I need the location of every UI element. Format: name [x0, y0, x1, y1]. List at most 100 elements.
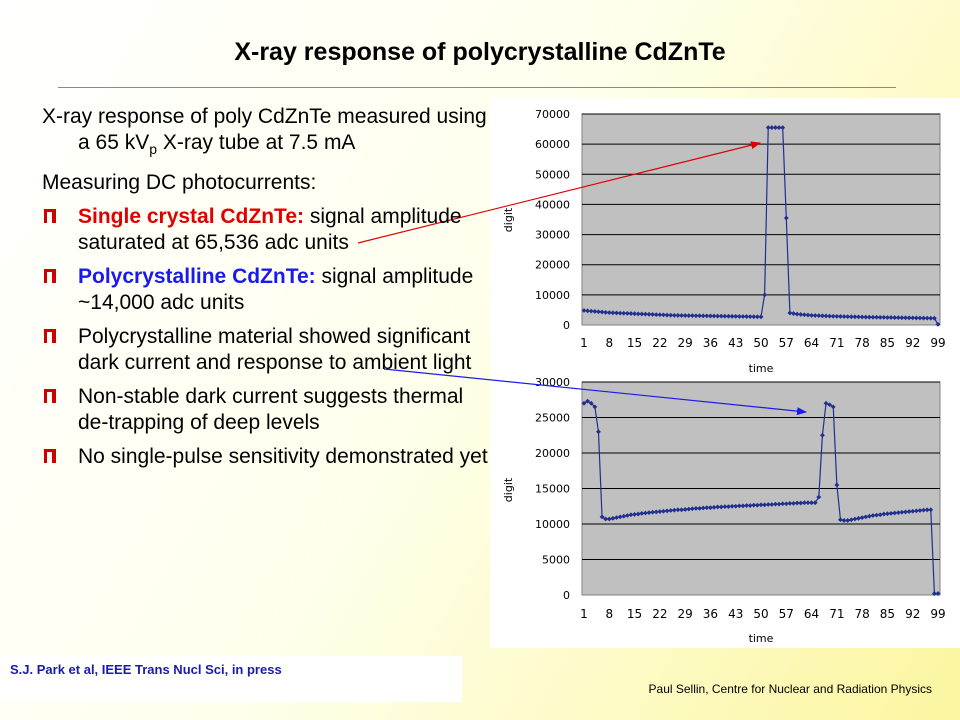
- data-point: [816, 494, 822, 500]
- data-point: [581, 400, 587, 406]
- y-tick-label: 5000: [542, 554, 570, 567]
- x-tick-label: 22: [652, 607, 667, 621]
- data-point: [686, 506, 692, 512]
- data-point: [805, 500, 811, 506]
- y-tick-label: 0: [563, 319, 570, 332]
- data-point: [899, 509, 905, 515]
- bullet-highlight: Single crystal CdZnTe:: [78, 205, 304, 228]
- data-point: [816, 313, 822, 319]
- data-point: [906, 315, 912, 321]
- x-tick-label: 1: [580, 336, 588, 350]
- data-point: [769, 502, 775, 507]
- bullet-text: signal amplitude saturated at 65,536 adc…: [78, 205, 462, 254]
- data-point: [682, 313, 688, 318]
- bullet-text: No single-pulse sensitivity demonstrated…: [78, 445, 488, 468]
- data-point: [830, 404, 836, 410]
- data-point: [751, 502, 757, 508]
- x-tick-label: 99: [930, 607, 945, 621]
- data-point: [874, 314, 879, 320]
- data-point: [852, 314, 858, 320]
- data-point: [664, 508, 670, 514]
- y-tick-label: 10000: [535, 518, 570, 531]
- data-point: [809, 500, 814, 506]
- data-point: [931, 591, 937, 596]
- bullet-single-pulse: No single-pulse sensitivity demonstrated…: [42, 444, 492, 470]
- data-point: [765, 502, 771, 507]
- data-point: [827, 313, 833, 319]
- data-point: [704, 505, 710, 511]
- data-point: [812, 313, 818, 318]
- data-point: [718, 313, 724, 319]
- data-point: [657, 312, 663, 318]
- x-tick-label: 99: [930, 336, 945, 350]
- red-arrow: [357, 141, 761, 244]
- data-point: [892, 510, 898, 516]
- data-point: [801, 312, 807, 318]
- x-axis-label: time: [749, 632, 774, 645]
- data-point: [747, 314, 753, 320]
- title-divider: [58, 87, 896, 88]
- intro-paragraph: X-ray response of poly CdZnTe measured u…: [42, 104, 492, 162]
- data-point: [671, 312, 677, 318]
- data-point: [646, 510, 652, 516]
- data-point: [913, 315, 919, 321]
- data-point: [657, 509, 663, 514]
- x-tick-label: 71: [829, 336, 844, 350]
- data-point: [910, 315, 916, 321]
- data-point: [870, 314, 876, 320]
- data-point: [852, 516, 858, 522]
- y-tick-label: 70000: [535, 108, 570, 121]
- data-point: [885, 315, 890, 320]
- bullet-single-crystal: Single crystal CdZnTe: signal amplitude …: [42, 204, 492, 256]
- data-point: [700, 313, 706, 319]
- data-point: [892, 315, 898, 320]
- data-point: [801, 500, 807, 506]
- data-point: [794, 500, 800, 506]
- x-tick-label: 36: [703, 607, 718, 621]
- x-tick-label: 8: [605, 336, 613, 350]
- data-point: [848, 517, 854, 523]
- intro-text-part1: X-ray response of poly CdZnTe measured u…: [42, 105, 487, 154]
- x-tick-label: 29: [678, 607, 693, 621]
- data-point: [780, 501, 786, 507]
- data-point: [585, 398, 591, 404]
- data-point: [697, 505, 702, 511]
- x-tick-label: 57: [779, 336, 794, 350]
- data-point: [744, 503, 749, 508]
- y-tick-label: 10000: [535, 289, 570, 302]
- data-point: [693, 313, 699, 319]
- data-point: [791, 501, 796, 506]
- data-point: [639, 311, 645, 317]
- data-point: [697, 313, 702, 319]
- data-point: [856, 314, 861, 320]
- x-tick-label: 29: [678, 336, 693, 350]
- data-point: [848, 314, 854, 320]
- data-point: [834, 482, 840, 488]
- data-point: [736, 503, 742, 509]
- data-point: [744, 314, 749, 319]
- bullet-text-block: X-ray response of poly CdZnTe measured u…: [42, 104, 492, 478]
- data-point: [921, 315, 926, 321]
- data-point: [863, 514, 869, 520]
- data-point: [921, 507, 926, 513]
- data-point: [682, 507, 688, 512]
- data-point: [888, 315, 894, 320]
- data-point: [621, 513, 627, 519]
- blue-arrow: [383, 368, 807, 416]
- y-tick-label: 40000: [535, 198, 570, 211]
- data-point: [610, 310, 616, 316]
- data-point: [740, 314, 746, 319]
- data-point: [928, 507, 934, 513]
- data-point: [773, 125, 778, 130]
- x-tick-label: 43: [728, 607, 743, 621]
- data-point: [733, 503, 739, 509]
- data-point: [856, 515, 861, 521]
- data-point: [733, 313, 739, 319]
- x-tick-label: 1: [580, 607, 588, 621]
- data-point: [635, 311, 641, 317]
- data-point: [588, 400, 594, 406]
- data-point: [708, 505, 713, 511]
- data-point: [928, 315, 934, 321]
